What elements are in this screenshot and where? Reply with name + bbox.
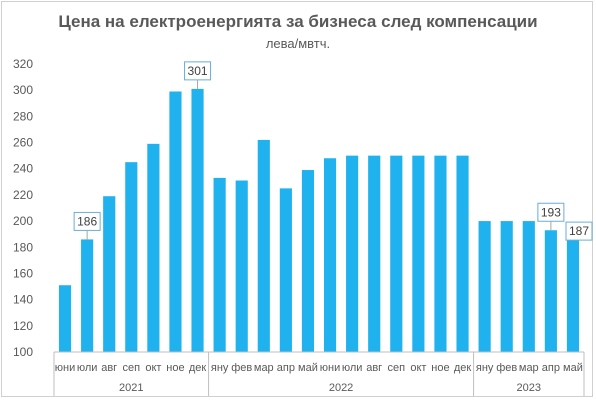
x-tick-label: юни — [320, 362, 340, 374]
bar — [58, 285, 72, 352]
bar — [169, 91, 182, 353]
bar — [390, 155, 403, 352]
data-label: 193 — [541, 205, 561, 219]
bar — [81, 239, 94, 352]
x-tick-label: юли — [342, 362, 363, 374]
x-tick-label: апр — [542, 362, 560, 374]
x-tick-label: окт — [145, 362, 161, 374]
x-tick-label: сеп — [388, 362, 406, 374]
x-tick-label: фев — [496, 362, 517, 374]
x-tick-label: май — [298, 362, 318, 374]
y-tick-label: 140 — [13, 293, 33, 307]
y-tick-label: 320 — [13, 57, 33, 71]
bar — [301, 170, 315, 352]
x-tick-label: яну — [476, 362, 494, 374]
x-tick-label: яну — [211, 362, 229, 374]
x-tick-label: мар — [254, 362, 274, 374]
x-tick-label: дек — [189, 362, 207, 374]
bar — [213, 177, 226, 352]
y-tick-label: 300 — [13, 83, 33, 97]
x-tick-label: ное — [166, 362, 184, 374]
bar — [103, 196, 116, 352]
x-tick-label: фев — [231, 362, 252, 374]
chart-title: Цена на електроенергията за бизнеса след… — [58, 12, 538, 31]
bar — [434, 155, 447, 352]
bar — [323, 158, 337, 352]
y-tick-label: 200 — [13, 214, 33, 228]
x-tick-label: апр — [277, 362, 295, 374]
bar — [235, 180, 248, 352]
bar — [522, 221, 535, 352]
data-label: 301 — [188, 64, 208, 78]
x-tick-label: ное — [431, 362, 449, 374]
y-tick-label: 280 — [13, 109, 33, 123]
bar — [147, 143, 160, 352]
data-label: 187 — [569, 224, 589, 238]
x-tick-label: сеп — [123, 362, 141, 374]
year-label: 2021 — [119, 382, 143, 394]
y-tick-label: 240 — [13, 162, 33, 176]
data-label: 186 — [77, 214, 97, 228]
x-tick-label: авг — [101, 362, 117, 374]
bar — [478, 221, 491, 352]
bar — [456, 155, 469, 352]
year-label: 2022 — [329, 382, 353, 394]
y-tick-label: 100 — [13, 345, 33, 359]
bar — [500, 221, 513, 352]
x-tick-label: окт — [410, 362, 426, 374]
bar — [412, 155, 425, 352]
bar — [279, 188, 292, 352]
x-tick-label: дек — [454, 362, 472, 374]
x-tick-label: авг — [366, 362, 382, 374]
y-tick-label: 160 — [13, 266, 33, 280]
x-tick-label: мар — [519, 362, 539, 374]
x-tick-label: юни — [55, 362, 75, 374]
data-label-box — [184, 61, 212, 81]
y-tick-label: 180 — [13, 240, 33, 254]
y-tick-label: 260 — [13, 136, 33, 150]
bar — [125, 162, 138, 352]
x-tick-label: юли — [77, 362, 98, 374]
chart-subtitle: лева/мвтч. — [265, 36, 331, 51]
y-tick-label: 120 — [13, 319, 33, 333]
bar — [191, 88, 204, 353]
bar — [544, 230, 557, 352]
y-tick-label: 220 — [13, 188, 33, 202]
bar — [346, 155, 359, 352]
year-label: 2023 — [517, 382, 541, 394]
x-tick-label: май — [563, 362, 583, 374]
data-label-box — [565, 221, 593, 241]
bar — [368, 155, 381, 352]
bar — [257, 139, 270, 352]
bar — [566, 238, 580, 352]
